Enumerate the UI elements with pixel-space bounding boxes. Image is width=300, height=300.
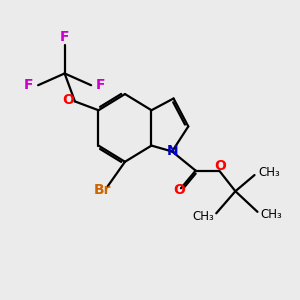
Text: N: N — [167, 144, 178, 158]
Text: O: O — [173, 183, 185, 197]
Text: O: O — [215, 159, 226, 173]
Text: O: O — [62, 93, 74, 107]
Text: F: F — [24, 78, 33, 92]
Text: CH₃: CH₃ — [261, 208, 283, 221]
Text: Br: Br — [94, 183, 112, 197]
Text: CH₃: CH₃ — [192, 210, 214, 223]
Text: F: F — [60, 30, 69, 44]
Text: F: F — [96, 78, 105, 92]
Text: CH₃: CH₃ — [258, 166, 280, 178]
